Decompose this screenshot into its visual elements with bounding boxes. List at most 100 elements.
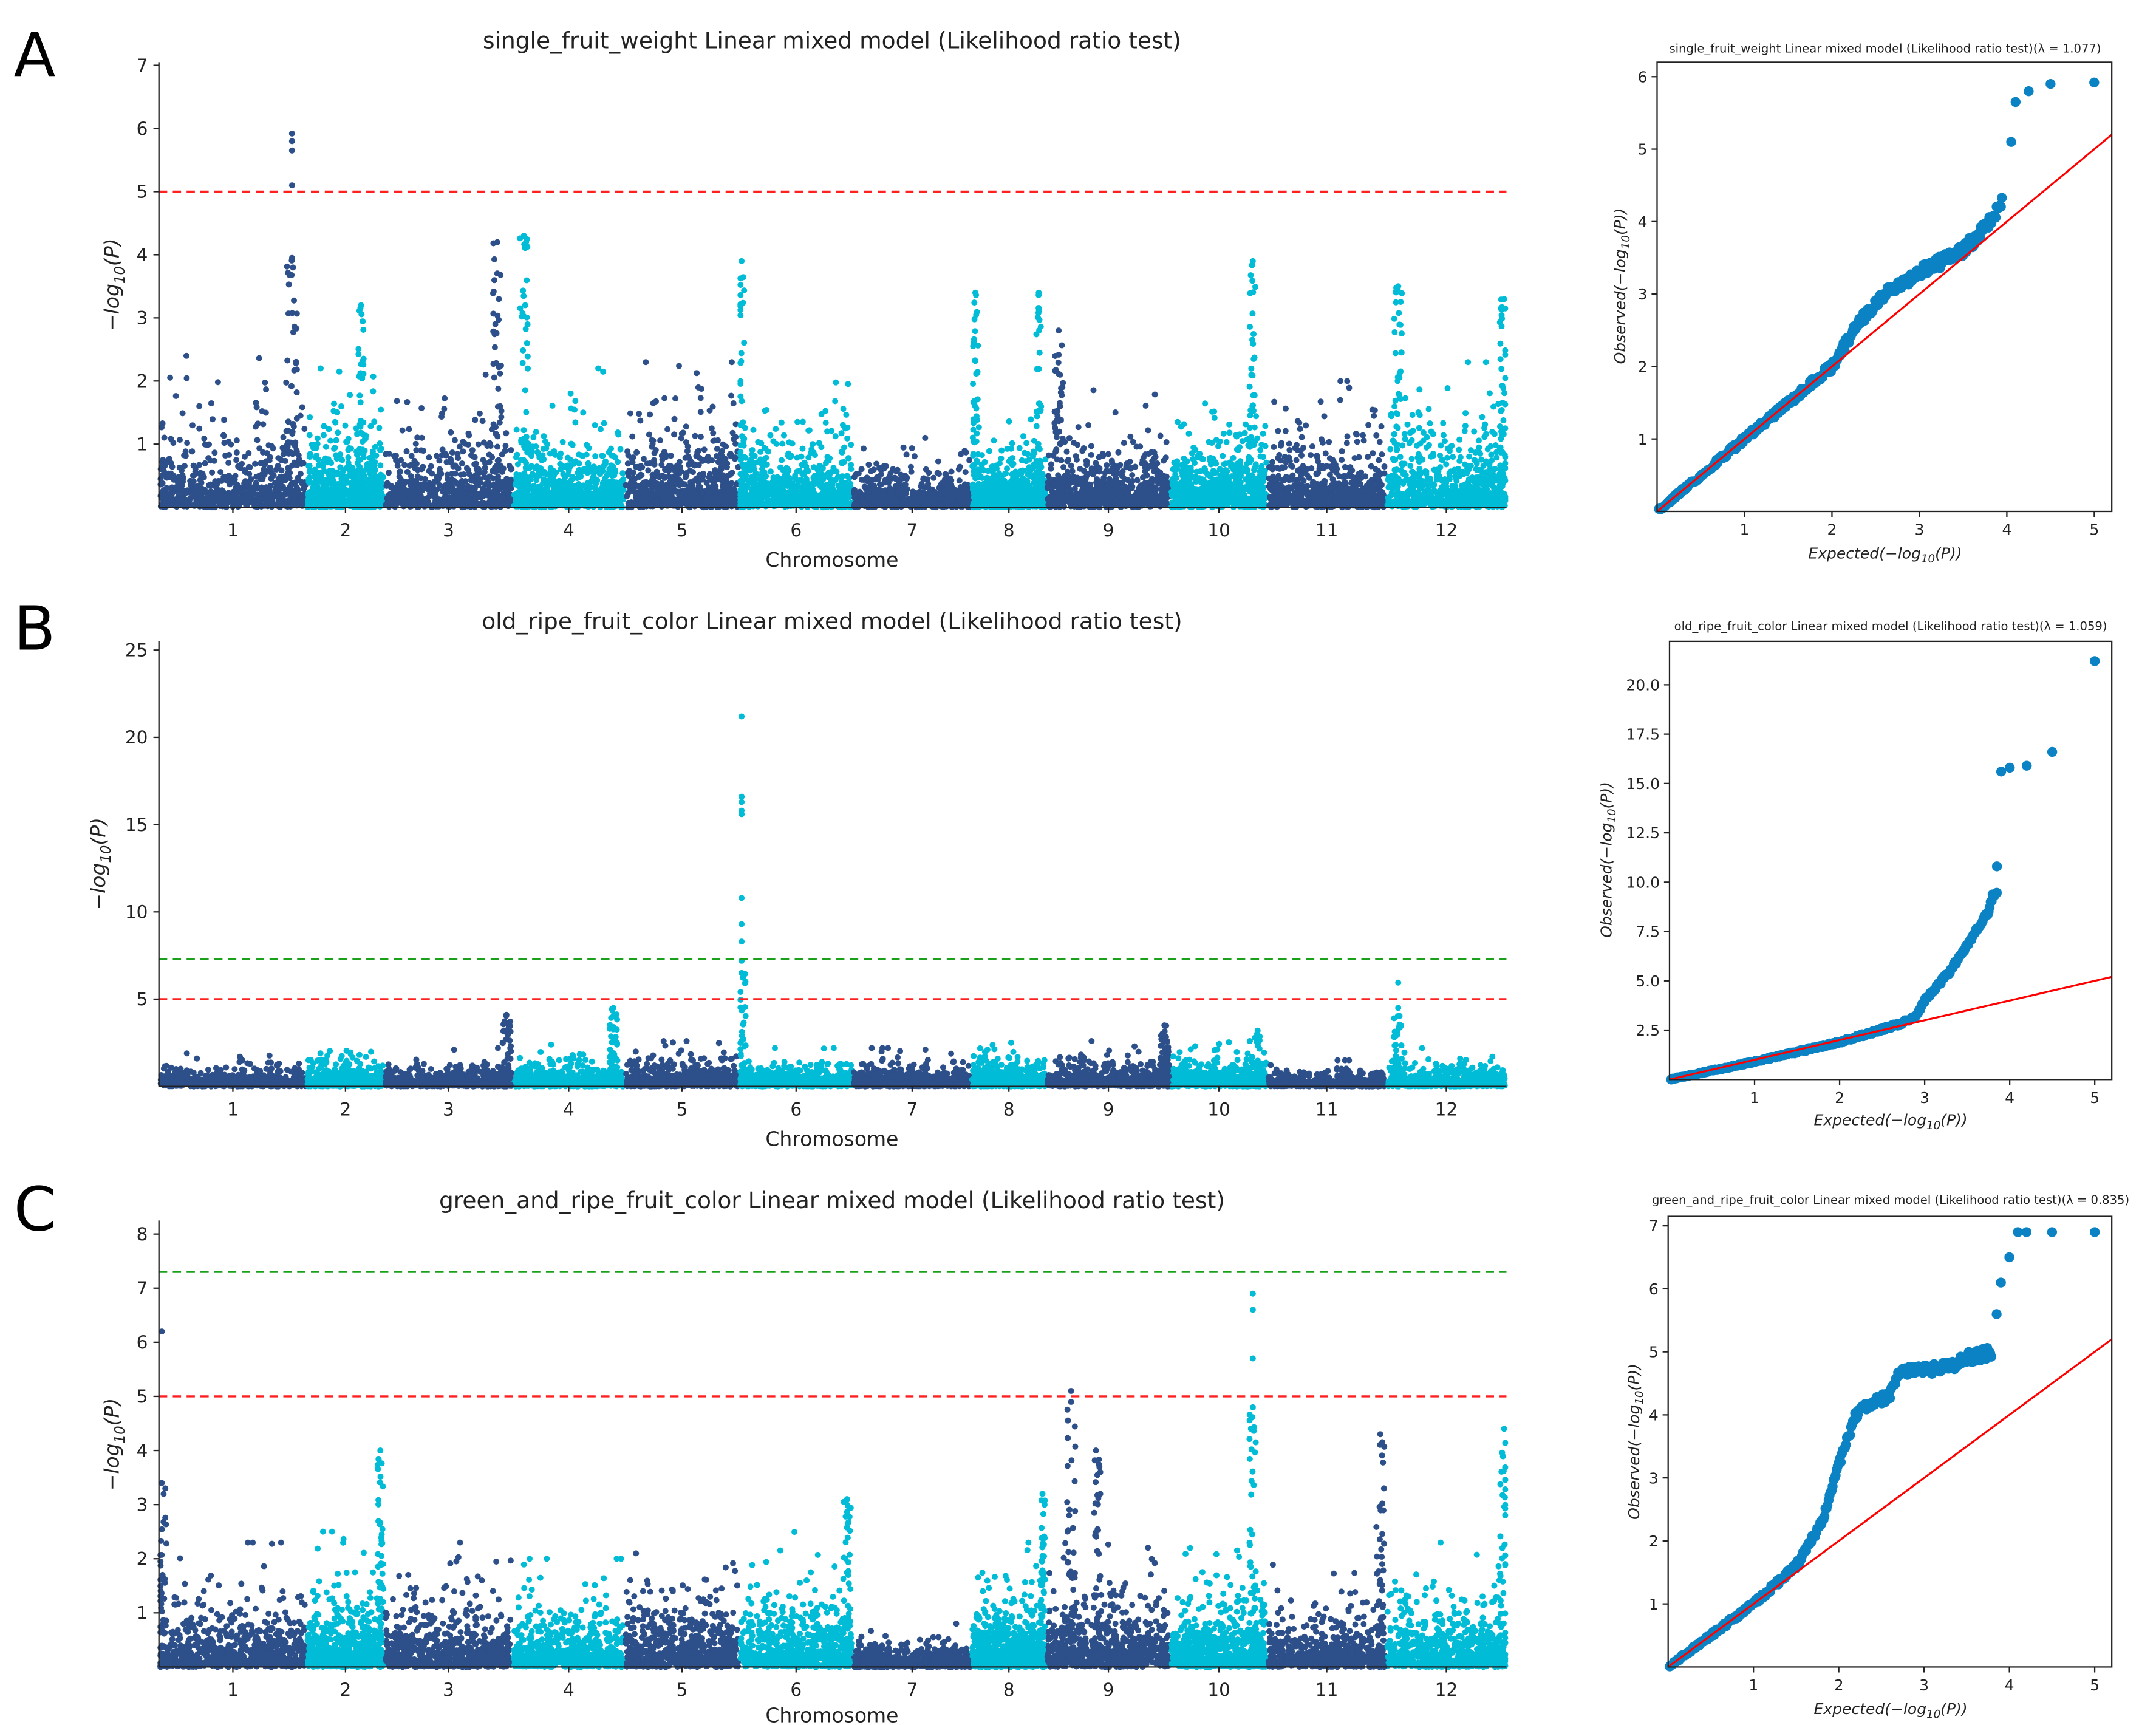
snp-point (297, 470, 304, 477)
snp-point (728, 359, 735, 366)
snp-point (572, 419, 579, 426)
snp-point (730, 400, 737, 407)
snp-point (421, 476, 428, 482)
snp-point (438, 410, 445, 417)
snp-point (349, 496, 356, 503)
snp-point (551, 497, 558, 504)
snp-point (810, 441, 816, 448)
snp-point (833, 495, 840, 502)
snp-point (704, 454, 711, 460)
snp-point (743, 496, 750, 502)
snp-point (794, 454, 800, 461)
snp-point (868, 468, 875, 474)
snp-point (590, 473, 597, 480)
snp-point (661, 485, 667, 491)
snp-point (342, 422, 349, 429)
snp-point (767, 491, 774, 498)
snp-point (316, 462, 322, 469)
manhattan-a-xlabel: Chromosome (765, 548, 898, 572)
snp-point (773, 426, 779, 432)
snp-point (263, 386, 270, 393)
snp-point (310, 469, 316, 476)
snp-point (572, 398, 579, 405)
snp-point (254, 420, 261, 427)
snp-point (950, 494, 957, 500)
snp-point (404, 398, 411, 405)
snp-point (778, 419, 785, 426)
manhattan-b-title: old_ripe_fruit_color Linear mixed model … (482, 607, 1182, 634)
snp-point (468, 477, 475, 484)
snp-point (414, 434, 421, 441)
snp-point (617, 446, 624, 453)
snp-point (671, 415, 678, 422)
snp-point (685, 462, 692, 468)
snp-point (534, 449, 541, 456)
snp-point (609, 473, 616, 479)
snp-point (406, 462, 413, 469)
ylabel-sub: 10 (98, 845, 114, 863)
snp-point (767, 468, 774, 475)
snp-point (608, 445, 615, 452)
snp-point (936, 471, 943, 477)
snp-point (167, 374, 174, 381)
snp-point (848, 442, 855, 448)
snp-point (400, 496, 407, 503)
snp-point (654, 499, 661, 505)
snp-point (912, 453, 918, 460)
snp-point (672, 468, 678, 474)
snp-point (904, 486, 910, 493)
snp-point (306, 432, 313, 439)
snp-point (896, 491, 903, 498)
manhattan-c-ylabel: −log10(P) (100, 1398, 128, 1491)
snp-point (706, 474, 712, 480)
snp-point (332, 418, 338, 425)
snp-point (194, 497, 201, 504)
qq-a-xlabel: Expected(−log10(P)) (1808, 544, 1962, 565)
snp-point (564, 454, 571, 461)
snp-point (691, 477, 697, 484)
snp-point (272, 479, 279, 486)
snp-point (456, 443, 463, 450)
snp-point (646, 431, 652, 438)
snp-point (565, 462, 572, 469)
snp-point (246, 471, 253, 477)
snp-point (731, 485, 737, 492)
snp-point (480, 457, 486, 463)
snp-point (839, 422, 846, 428)
snp-point (318, 496, 324, 502)
snp-point (503, 476, 510, 482)
snp-point (926, 470, 932, 476)
snp-point (956, 477, 963, 484)
snp-point (322, 443, 329, 450)
snp-point (542, 478, 548, 485)
ylabel-prefix: −log (100, 284, 124, 331)
snp-point (177, 437, 183, 443)
snp-point (839, 484, 845, 491)
qq-c-xlabel: Expected(−log10(P)) (1814, 1700, 1968, 1721)
snp-point (585, 460, 592, 466)
snp-point (643, 493, 649, 499)
snp-point (630, 481, 636, 488)
snp-point (683, 439, 689, 445)
snp-point (339, 499, 346, 505)
snp-point (660, 493, 667, 499)
qq-b-ylabel: Observed(−log10(P)) (1597, 782, 1619, 938)
snp-point (698, 503, 705, 510)
snp-point (571, 406, 578, 413)
snp-point (599, 468, 606, 474)
ylabel-suffix: (P) (100, 239, 124, 267)
snp-point (554, 490, 561, 496)
qq-b-title: old_ripe_fruit_color Linear mixed model … (1674, 620, 2107, 634)
snp-point (830, 465, 837, 471)
snp-point (568, 440, 575, 447)
snp-point (946, 483, 953, 490)
snp-point (418, 447, 425, 454)
xlabel-sub: 10 (1926, 1709, 1940, 1721)
snp-point (726, 494, 733, 501)
snp-point (418, 483, 425, 490)
snp-point (371, 418, 378, 425)
snp-point (484, 443, 491, 449)
snp-point (599, 453, 606, 459)
snp-point (516, 491, 522, 497)
snp-point (211, 449, 218, 456)
